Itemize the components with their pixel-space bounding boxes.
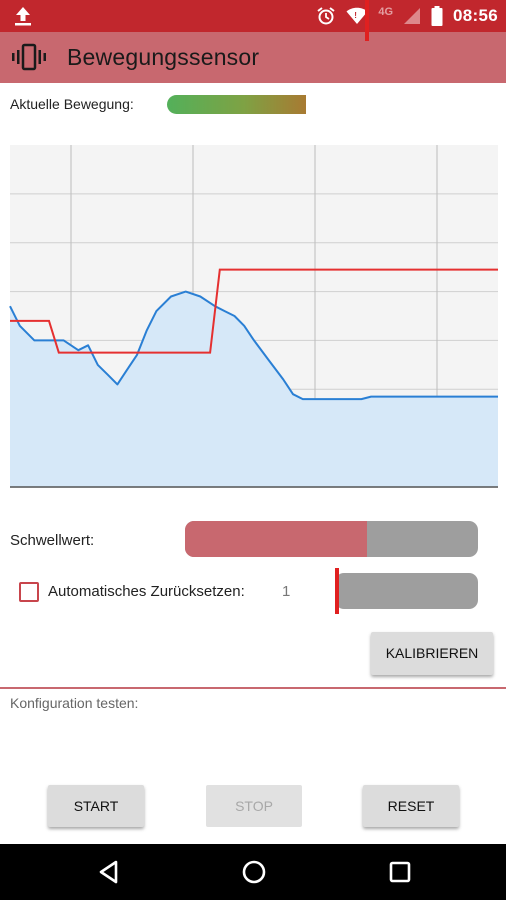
calibrate-button[interactable]: KALIBRIEREN [371, 632, 493, 675]
back-icon[interactable] [95, 858, 123, 886]
current-movement-label: Aktuelle Bewegung: [10, 96, 134, 112]
auto-reset-label: Automatisches Zurücksetzen: [48, 583, 245, 600]
threshold-slider[interactable] [185, 521, 478, 557]
auto-reset-slider-handle[interactable] [335, 568, 339, 614]
auto-reset-slider[interactable] [335, 573, 478, 609]
wifi-icon: ! [346, 7, 368, 24]
recents-icon[interactable] [386, 858, 414, 886]
section-divider [0, 687, 506, 689]
movement-area [10, 291, 498, 487]
clock: 08:56 [453, 6, 498, 25]
reset-button[interactable]: RESET [363, 785, 459, 827]
test-config-label: Konfiguration testen: [10, 695, 139, 711]
svg-text:!: ! [355, 11, 358, 20]
battery-icon [431, 6, 443, 26]
current-movement-meter [167, 95, 306, 114]
auto-reset-value: 1 [282, 583, 291, 600]
status-icons: ! 4G 08:56 [316, 0, 498, 32]
stop-button[interactable]: STOP [206, 785, 302, 827]
network-type: 4G [378, 6, 394, 18]
status-bar: ! 4G 08:56 [0, 0, 506, 32]
app-bar: Bewegungssensor [0, 32, 506, 83]
movement-chart [9, 145, 498, 488]
vibration-icon [12, 43, 46, 71]
home-icon[interactable] [240, 858, 268, 886]
upload-icon [15, 7, 31, 26]
threshold-slider-fill [185, 521, 367, 557]
app-title: Bewegungssensor [67, 44, 260, 70]
navigation-bar [0, 844, 506, 900]
alarm-icon [317, 7, 335, 25]
auto-reset-checkbox[interactable] [19, 582, 39, 602]
threshold-label: Schwellwert: [10, 532, 95, 549]
start-button[interactable]: START [48, 785, 144, 827]
movement-line [9, 290, 498, 401]
chart-series [9, 268, 498, 487]
signal-icon [404, 8, 421, 24]
threshold-slider-handle[interactable] [364, 0, 369, 41]
threshold-line [10, 268, 498, 354]
